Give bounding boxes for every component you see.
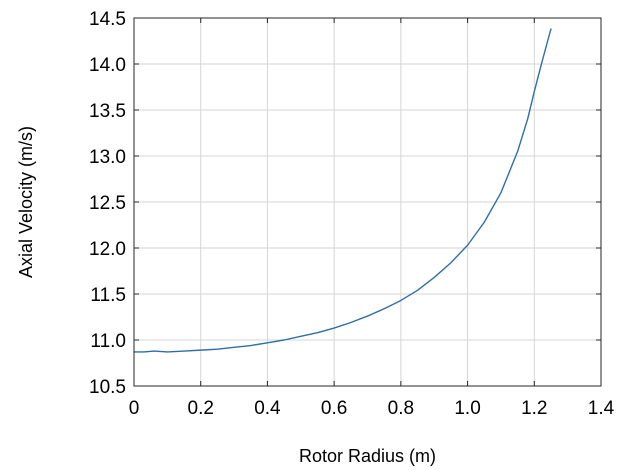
y-axis-title: Axial Velocity (m/s)	[16, 126, 36, 278]
x-tick-label: 0.6	[321, 398, 347, 419]
x-tick-label: 0.4	[254, 398, 281, 419]
x-tick-label: 1.2	[521, 398, 547, 419]
x-tick-label: 0.8	[388, 398, 414, 419]
axis-ticks	[133, 17, 602, 387]
x-axis-title: Rotor Radius (m)	[299, 446, 436, 466]
x-tick-labels: 0 0.2 0.4 0.6 0.8 1.0 1.2 1.4	[129, 398, 615, 419]
series-line	[133, 28, 552, 353]
grid	[133, 17, 602, 387]
x-tick-label: 0	[129, 398, 140, 419]
y-tick-label: 12.5	[89, 193, 126, 214]
y-tick-label: 10.5	[89, 377, 126, 398]
x-tick-label: 1.4	[588, 398, 615, 419]
series-layer	[133, 28, 552, 353]
y-tick-label: 14.0	[89, 55, 126, 76]
x-tick-label: 0.2	[188, 398, 214, 419]
y-tick-label: 11.5	[90, 285, 126, 306]
y-tick-label: 13.0	[89, 147, 126, 168]
y-tick-label: 13.5	[89, 101, 126, 122]
y-tick-label: 12.0	[89, 239, 126, 260]
y-tick-label: 14.5	[89, 9, 126, 30]
x-tick-label: 1.0	[454, 398, 480, 419]
y-tick-label: 11.0	[90, 331, 126, 352]
y-tick-labels: 10.5 11.0 11.5 12.0 12.5 13.0 13.5 14.0 14.5	[89, 9, 126, 398]
